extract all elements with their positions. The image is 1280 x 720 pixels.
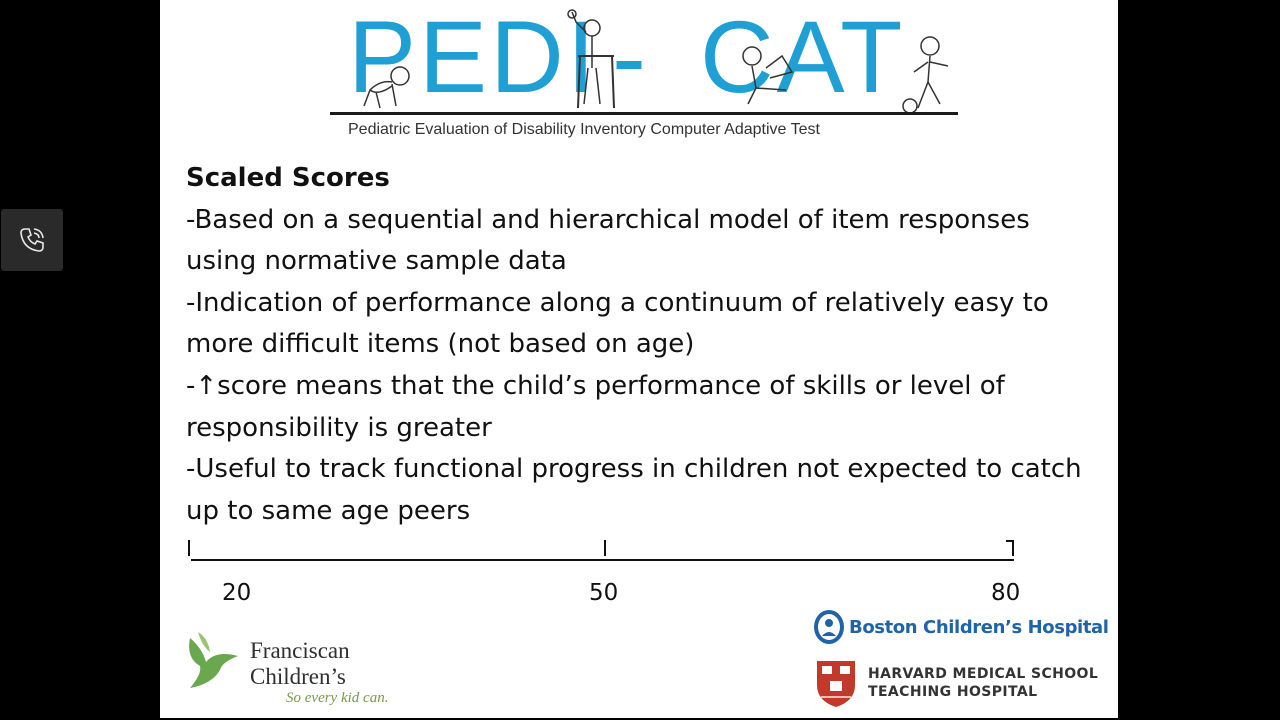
harvard-shield-icon <box>817 661 855 707</box>
banner-subtitle: Pediatric Evaluation of Disability Inven… <box>348 121 820 138</box>
slide-content: Scaled Scores -Based on a sequential and… <box>186 158 1106 532</box>
reading-child-illustration <box>742 46 794 105</box>
franciscan-tagline: So every kid can. <box>286 690 389 706</box>
scale-tick-80 <box>1012 540 1014 556</box>
boston-childrens-name: Boston Children’s Hospital <box>849 617 1109 638</box>
bullet-item: -↑score means that the child’s performan… <box>186 370 1005 443</box>
banner-title-right: CAT <box>700 0 906 114</box>
harvard-medical-school-logo: HARVARD MEDICAL SCHOOL TEACHING HOSPITAL <box>815 657 1115 713</box>
scale-tick-20 <box>188 540 190 556</box>
bullet-item: -Useful to track functional progress in … <box>186 454 1082 526</box>
scale-label-50: 50 <box>589 580 619 606</box>
dove-icon <box>189 632 238 688</box>
boston-childrens-emblem-icon <box>814 610 844 644</box>
bullet-item: -Indication of performance along a conti… <box>186 287 1049 360</box>
banner-title-dash: - <box>612 0 649 114</box>
franciscan-childrens-logo: Franciscan Children’s So every kid can. <box>182 628 402 713</box>
scale-tick-50 <box>604 540 606 556</box>
banner-title-left: PEDI <box>348 0 599 114</box>
banner-rule <box>330 112 958 115</box>
bullet-item: -Based on a sequential and hierarchical … <box>186 204 1030 277</box>
walker-child-illustration <box>567 9 615 109</box>
pedi-cat-banner: PEDI - CAT Pediatric Evaluation of Disab… <box>330 2 970 152</box>
crawling-child-illustration <box>363 66 410 109</box>
harvard-line2: TEACHING HOSPITAL <box>868 684 1038 700</box>
harvard-line1: HARVARD MEDICAL SCHOOL <box>868 666 1099 682</box>
scale-bracket <box>1006 540 1014 542</box>
scale-line <box>191 559 1014 561</box>
score-scale: 20 50 80 <box>186 535 1021 615</box>
call-button[interactable] <box>1 209 63 271</box>
scale-label-80: 80 <box>991 580 1021 606</box>
phone-call-icon <box>20 228 44 252</box>
scale-label-20: 20 <box>222 580 252 606</box>
slide-heading: Scaled Scores <box>186 163 390 193</box>
boston-childrens-logo: Boston Children’s Hospital <box>810 606 1110 648</box>
presentation-slide: PEDI - CAT Pediatric Evaluation of Disab… <box>160 0 1118 718</box>
soccer-child-illustration <box>902 36 949 114</box>
franciscan-name: Franciscan Children’s <box>250 638 350 689</box>
